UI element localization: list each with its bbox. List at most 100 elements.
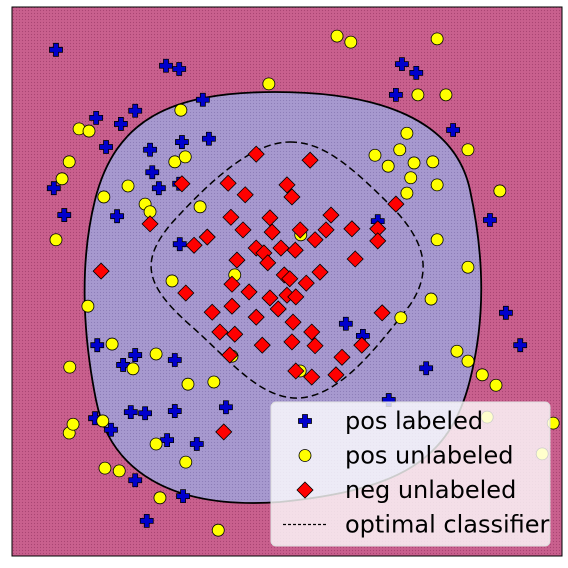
diamond-marker: [287, 288, 305, 306]
diamond-marker: [211, 323, 229, 341]
circle-marker: [193, 200, 207, 214]
circle-marker: [394, 311, 408, 325]
diamond-marker: [286, 241, 304, 259]
circle-marker: [298, 449, 312, 462]
circle-marker: [165, 274, 179, 288]
diamond-marker: [283, 188, 301, 206]
legend-label: pos unlabeled: [345, 442, 514, 470]
diamond-marker: [301, 151, 319, 169]
circle-marker: [400, 186, 414, 200]
plus-marker: [172, 237, 187, 252]
circle-marker: [49, 233, 63, 247]
circle-marker: [62, 155, 76, 169]
diamond-marker: [306, 231, 324, 249]
circle-marker: [430, 178, 444, 192]
circle-marker: [149, 347, 163, 361]
circle-marker: [55, 172, 69, 186]
circle-marker: [105, 337, 119, 351]
plus-marker: [395, 57, 409, 71]
plus-marker: [167, 404, 182, 418]
plus-marker: [409, 65, 424, 80]
diamond-marker: [281, 270, 299, 288]
circle-marker: [461, 260, 475, 274]
plus-marker: [116, 358, 130, 372]
plus-marker: [46, 181, 61, 196]
circle-marker: [82, 124, 96, 138]
plus-marker: [139, 513, 154, 528]
circle-marker: [407, 156, 421, 170]
diamond-marker: [333, 348, 351, 366]
diamond-marker: [387, 195, 405, 213]
plus-marker: [389, 87, 403, 102]
plot-area: [12, 7, 562, 556]
diamond-marker: [226, 325, 244, 343]
plus-marker: [499, 305, 513, 320]
circle-marker: [168, 155, 182, 169]
circle-marker: [96, 414, 110, 428]
circle-marker: [430, 233, 444, 247]
circle-marker: [368, 148, 382, 162]
circle-marker: [439, 88, 453, 102]
diamond-marker: [303, 368, 321, 386]
circle-marker: [178, 150, 192, 164]
plus-marker: [167, 353, 182, 367]
circle-marker: [66, 417, 80, 431]
plus-marker: [172, 62, 187, 76]
circle-marker: [262, 77, 276, 91]
diamond-marker: [311, 263, 329, 281]
points: [46, 29, 560, 537]
plus-marker: [90, 338, 105, 353]
circle-marker: [63, 360, 77, 374]
diamond-marker: [228, 251, 246, 269]
plus-marker: [175, 135, 189, 149]
circle-marker: [207, 375, 221, 389]
diamond-marker: [247, 145, 265, 163]
circle-marker: [97, 190, 111, 204]
diamond-marker: [222, 208, 240, 226]
circle-marker: [430, 32, 444, 46]
circle-marker: [475, 368, 489, 382]
plus-marker: [446, 123, 460, 137]
circle-marker: [126, 362, 140, 376]
diamond-marker: [247, 308, 265, 326]
plus-marker: [128, 103, 143, 118]
plus-marker: [123, 405, 138, 420]
plus-marker: [143, 142, 157, 157]
circle-marker: [426, 155, 440, 169]
circle-marker: [179, 455, 193, 469]
diamond-marker: [223, 297, 241, 315]
plus-marker: [128, 348, 143, 362]
diamond-marker: [272, 239, 290, 257]
diamond-marker: [203, 303, 221, 321]
circle-marker: [411, 88, 425, 102]
circle-marker: [174, 103, 188, 117]
diamond-marker: [141, 215, 159, 233]
plus-marker: [195, 92, 210, 107]
diamond-marker: [317, 221, 335, 239]
plus-marker: [160, 433, 174, 448]
diamond-marker: [306, 337, 324, 355]
circle-marker: [112, 464, 126, 478]
diamond-marker: [322, 206, 340, 224]
diamond-marker: [269, 300, 287, 318]
diamond-marker: [284, 313, 302, 331]
diamond-marker: [198, 228, 216, 246]
circle-marker: [344, 35, 358, 49]
plus-marker: [202, 131, 216, 146]
circle-marker: [393, 143, 407, 157]
diamond-marker: [297, 274, 315, 292]
plus-marker: [338, 316, 353, 331]
diamond-marker: [283, 333, 301, 351]
circle-marker: [400, 126, 414, 140]
diamond-marker: [259, 254, 277, 272]
diamond-marker: [247, 239, 265, 257]
diamond-marker: [215, 423, 233, 441]
circle-marker: [181, 377, 195, 391]
plus-marker: [176, 489, 190, 504]
plus-marker: [138, 406, 152, 421]
legend-label: pos labeled: [345, 407, 483, 435]
circle-marker: [211, 523, 225, 537]
plus-marker: [128, 473, 143, 488]
